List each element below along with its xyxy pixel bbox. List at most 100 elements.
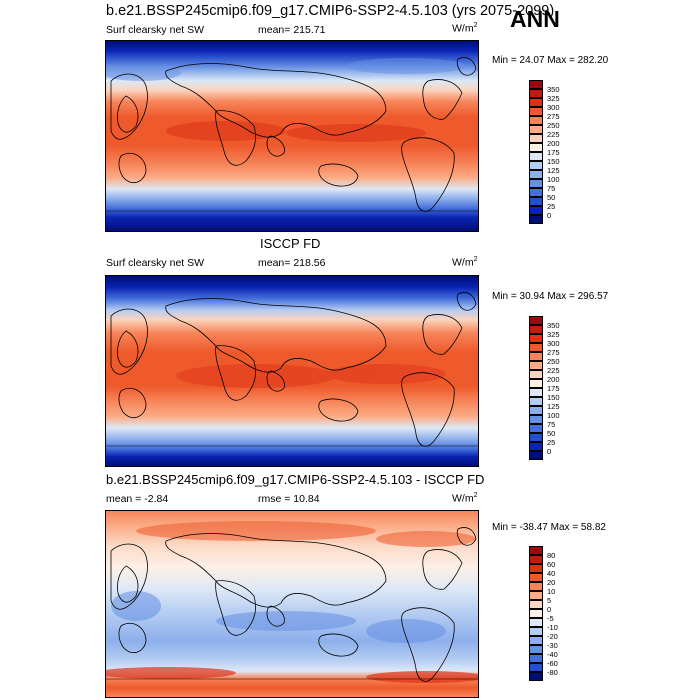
colorbar-label: 125	[547, 165, 560, 175]
colorbar-label: 150	[547, 156, 560, 166]
colorbar-box	[529, 80, 543, 89]
colorbar-label: 175	[547, 383, 560, 393]
panel3-units: W/m2	[452, 492, 478, 505]
colorbar-label: 50	[547, 192, 556, 202]
colorbar-label: 350	[547, 84, 560, 94]
colorbar-box	[529, 388, 543, 397]
colorbar-box	[529, 352, 543, 361]
colorbar-label: 25	[547, 201, 556, 211]
colorbar-box	[529, 424, 543, 433]
colorbar-label: 325	[547, 329, 560, 339]
colorbar-label: 175	[547, 147, 560, 157]
colorbar-box	[529, 125, 543, 134]
colorbar-label: 300	[547, 102, 560, 112]
colorbar-label: 75	[547, 419, 556, 429]
colorbar-box	[529, 370, 543, 379]
colorbar-box	[529, 361, 543, 370]
colorbar-box	[529, 134, 543, 143]
colorbar-label: -80	[547, 667, 558, 677]
colorbar-box	[529, 627, 543, 636]
panel3-minmax: Min = -38.47 Max = 58.82	[492, 522, 606, 533]
panel2-map	[105, 275, 479, 467]
colorbar-label: 0	[547, 446, 552, 456]
colorbar-label: 20	[547, 577, 556, 587]
colorbar-label: -10	[547, 622, 558, 632]
colorbar-label: 0	[547, 210, 552, 220]
colorbar-label: -40	[547, 649, 558, 659]
colorbar-box	[529, 197, 543, 206]
panel2-mean: mean= 218.56	[258, 257, 326, 269]
colorbar-label: 40	[547, 568, 556, 578]
colorbar-box	[529, 582, 543, 591]
plot-title: b.e21.BSSP245cmip6.f09_g17.CMIP6-SSP2-4.…	[106, 3, 555, 19]
panel1-var-label: Surf clearsky net SW	[106, 24, 205, 36]
panel3-rmse: rmse = 10.84	[258, 493, 320, 505]
panel1-units: W/m2	[452, 22, 478, 35]
colorbar-label: 250	[547, 356, 560, 366]
colorbar-label: 25	[547, 437, 556, 447]
colorbar-box	[529, 573, 543, 582]
colorbar-box	[529, 161, 543, 170]
colorbar-label: 275	[547, 111, 560, 121]
colorbar-label: 75	[547, 183, 556, 193]
colorbar-box	[529, 334, 543, 343]
colorbar-label: 5	[547, 595, 552, 605]
colorbar-box	[529, 546, 543, 555]
colorbar-label: 200	[547, 138, 560, 148]
colorbar-box	[529, 116, 543, 125]
colorbar-label: 225	[547, 365, 560, 375]
panel3-mean: mean = -2.84	[106, 493, 169, 505]
colorbar-box	[529, 170, 543, 179]
colorbar-box	[529, 564, 543, 573]
colorbar-label: 10	[547, 586, 556, 596]
panel3-map	[105, 510, 479, 698]
colorbar-label: 150	[547, 392, 560, 402]
colorbar-label: -20	[547, 631, 558, 641]
colorbar-box	[529, 555, 543, 564]
colorbar-label: 275	[547, 347, 560, 357]
season-label: ANN	[510, 6, 560, 32]
colorbar-box	[529, 636, 543, 645]
panel1-minmax: Min = 24.07 Max = 282.20	[492, 55, 609, 66]
colorbar-box	[529, 591, 543, 600]
colorbar-label: -30	[547, 640, 558, 650]
colorbar-box	[529, 397, 543, 406]
colorbar-box	[529, 179, 543, 188]
colorbar-box	[529, 215, 543, 224]
colorbar-label: 250	[547, 120, 560, 130]
panel2-title: ISCCP FD	[260, 236, 321, 251]
panel3-title: b.e21.BSSP245cmip6.f09_g17.CMIP6-SSP2-4.…	[106, 472, 485, 487]
colorbar-box	[529, 143, 543, 152]
colorbar-label: 50	[547, 428, 556, 438]
panel3-coastlines	[110, 527, 477, 682]
colorbar-box	[529, 107, 543, 116]
colorbar-label: -60	[547, 658, 558, 668]
colorbar-label: 300	[547, 338, 560, 348]
colorbar-box	[529, 206, 543, 215]
colorbar-box	[529, 316, 543, 325]
colorbar-box	[529, 600, 543, 609]
colorbar-box	[529, 89, 543, 98]
panel1-map	[105, 40, 479, 232]
colorbar-label: 325	[547, 93, 560, 103]
colorbar-box	[529, 406, 543, 415]
colorbar-label: 0	[547, 604, 552, 614]
panel2-var-label: Surf clearsky net SW	[106, 257, 205, 269]
colorbar-box	[529, 188, 543, 197]
colorbar-box	[529, 433, 543, 442]
colorbar-box	[529, 618, 543, 627]
colorbar-box	[529, 325, 543, 334]
panel2-map-svg	[106, 276, 478, 466]
colorbar-box	[529, 609, 543, 618]
colorbar-box	[529, 415, 543, 424]
colorbar-label: 80	[547, 550, 556, 560]
colorbar-label: 350	[547, 320, 560, 330]
colorbar-label: 225	[547, 129, 560, 139]
colorbar-box	[529, 645, 543, 654]
panel1-map-svg	[106, 41, 478, 231]
colorbar-box	[529, 98, 543, 107]
colorbar-box	[529, 343, 543, 352]
colorbar-box	[529, 451, 543, 460]
colorbar-box	[529, 663, 543, 672]
colorbar-label: 200	[547, 374, 560, 384]
